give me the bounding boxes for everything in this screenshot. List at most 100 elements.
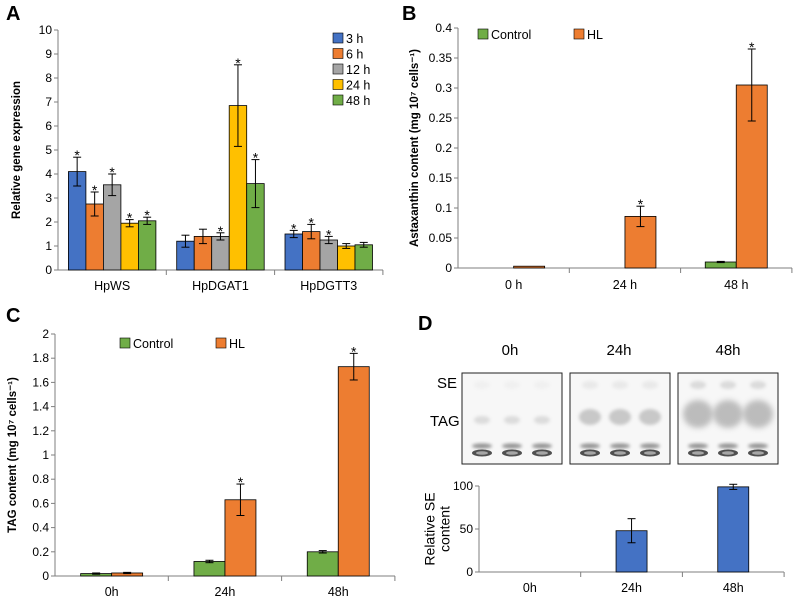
tlc-tag-spot [534, 416, 550, 424]
chart-a-bar-12h-0 [103, 184, 122, 271]
tlc-label-tag: TAG [430, 413, 460, 430]
chart-c-significance-star: * [351, 343, 357, 359]
chart-c-tag-content: 0 0.2 0.4 0.6 0.8 1 1.2 1.4 1.6 1.8 2 TAG content (… [7, 327, 396, 597]
chart-b-x-tick-label: 24 h [613, 278, 637, 292]
chart-b-legend-label: HL [587, 28, 603, 42]
chart-c-x-tick-label: 0h [105, 585, 119, 597]
tlc-origin-highlight [584, 451, 596, 455]
tlc-plate-image: 0h 24h 48h SE TAG [430, 342, 779, 465]
tlc-tag-spot [609, 409, 631, 425]
chart-c-y-tick-label: 0.2 [32, 545, 49, 559]
tlc-origin-highlight [506, 451, 518, 455]
tlc-tag-spot [743, 400, 773, 428]
tlc-origin-highlight [722, 451, 734, 455]
chart-a-bar-48h-2 [354, 244, 373, 271]
chart-a-significance-star: * [74, 147, 80, 163]
chart-a-bar-48h-0 [137, 220, 157, 271]
chart-c-bar-control-2 [306, 551, 339, 577]
tlc-band [640, 443, 660, 449]
tlc-se-spot [504, 381, 520, 389]
panel-label-a: A [6, 3, 20, 25]
chart-a-legend-swatch [332, 94, 344, 106]
chart-c-x-tick-label: 48h [328, 585, 349, 597]
chart-a-significance-star: * [144, 207, 150, 223]
chart-a-legend-swatch [332, 32, 344, 44]
chart-b-y-tick-label: 0.15 [429, 171, 453, 185]
tlc-time-48h: 48h [715, 342, 740, 359]
chart-a-y-tick-label: 5 [45, 143, 52, 157]
chart-c-legend-label: HL [229, 337, 245, 351]
chart-b-y-tick-label: 0.3 [435, 81, 452, 95]
chart-a-y-tick-label: 6 [45, 119, 52, 133]
chart-a-significance-star: * [235, 55, 241, 71]
chart-c-y-axis-title: TAG content (mg 10⁷ cells⁻¹) [7, 377, 19, 533]
tlc-origin-highlight [476, 451, 488, 455]
tlc-band [502, 443, 522, 449]
panel-label-d: D [418, 313, 432, 335]
tlc-se-spot [750, 381, 766, 389]
chart-b-y-tick-label: 0.2 [435, 141, 452, 155]
chart-c-y-tick-label: 2 [42, 327, 49, 341]
tlc-plate-2 [677, 372, 779, 465]
chart-a-significance-star: * [291, 220, 297, 236]
tlc-tag-spot [504, 416, 520, 424]
chart-d-y-tick-label: 100 [453, 479, 473, 493]
chart-b-y-tick-label: 0.4 [435, 21, 452, 35]
chart-a-significance-star: * [309, 214, 315, 230]
chart-a-significance-star: * [253, 150, 259, 166]
chart-b-astaxanthin: 0 0.05 0.1 0.15 0.2 0.25 0.3 0.35 0.4 Astaxanthin… [409, 21, 793, 292]
chart-a-x-tick-label: HpDGAT1 [192, 279, 249, 293]
chart-b-y-tick-label: 0.05 [429, 231, 453, 245]
chart-c-bar-hl-2 [337, 366, 370, 577]
chart-a-significance-star: * [326, 226, 332, 242]
chart-b-x-tick-label: 48 h [724, 278, 748, 292]
chart-a-y-tick-label: 2 [45, 215, 52, 229]
chart-b-bar-hl-0 [513, 265, 546, 269]
tlc-origin-highlight [536, 451, 548, 455]
tlc-se-spot [642, 381, 658, 389]
tlc-tag-spot [683, 400, 713, 428]
chart-c-y-tick-label: 1 [42, 448, 49, 462]
tlc-origin-highlight [752, 451, 764, 455]
chart-d-x-tick-label: 48h [723, 581, 744, 595]
panel-label-c: C [6, 305, 20, 327]
chart-a-significance-star: * [92, 182, 98, 198]
tlc-band [718, 443, 738, 449]
chart-a-y-tick-label: 0 [45, 263, 52, 277]
chart-b-significance-star: * [638, 196, 644, 212]
chart-c-y-tick-label: 0.4 [32, 521, 49, 535]
chart-a-gene-expression: 0 1 2 3 4 5 6 7 8 9 10 Relative gene expression HpWS… [11, 23, 384, 293]
tlc-tag-spot [639, 409, 661, 425]
chart-a-y-tick-label: 7 [45, 95, 52, 109]
tlc-band [610, 443, 630, 449]
chart-c-y-tick-label: 1.2 [32, 424, 49, 438]
chart-a-legend-swatch [332, 48, 344, 59]
chart-c-bar-control-1 [193, 561, 226, 577]
chart-a-bar-24h-0 [120, 222, 139, 271]
chart-d-y-axis-title: Relative SEcontent [422, 492, 453, 565]
chart-a-bar-3h-2 [284, 233, 303, 271]
chart-a-legend-label: 48 h [346, 94, 370, 108]
tlc-time-24h: 24h [606, 342, 631, 359]
tlc-time-0h: 0h [502, 342, 519, 359]
tlc-tag-spot [713, 400, 743, 428]
chart-a-y-tick-label: 9 [45, 47, 52, 61]
chart-b-y-tick-label: 0.25 [429, 111, 453, 125]
chart-d-y-tick-label: 50 [460, 522, 474, 536]
chart-d-x-tick-label: 0h [523, 581, 537, 595]
chart-c-significance-star: * [238, 474, 244, 490]
tlc-band [532, 443, 552, 449]
chart-d-bar-relativese-2 [717, 486, 750, 573]
chart-c-legend-swatch [119, 337, 131, 349]
chart-a-significance-star: * [109, 164, 115, 180]
chart-a-y-tick-label: 10 [39, 23, 53, 37]
tlc-band [472, 443, 492, 449]
tlc-plate-1 [569, 372, 671, 465]
chart-a-x-tick-label: HpWS [94, 279, 130, 293]
chart-b-legend-swatch [477, 28, 489, 40]
chart-a-significance-star: * [218, 223, 224, 239]
chart-c-y-tick-label: 1.4 [32, 400, 49, 414]
tlc-band [580, 443, 600, 449]
tlc-se-spot [582, 381, 598, 389]
